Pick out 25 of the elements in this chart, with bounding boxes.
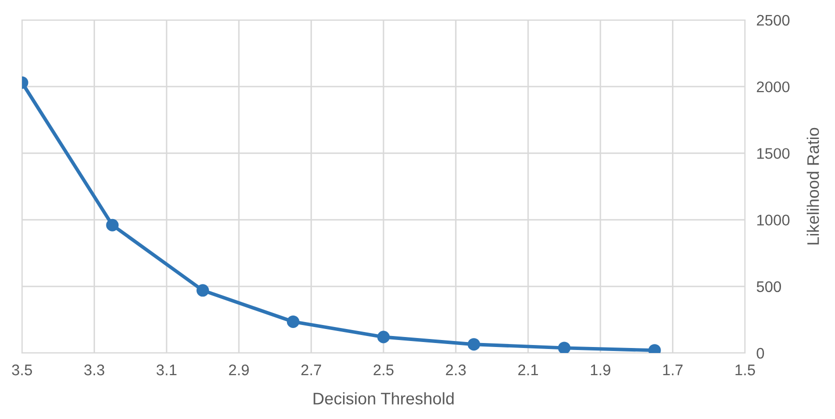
x-tick-label: 2.1 xyxy=(518,364,538,376)
x-tick-label: 2.9 xyxy=(229,364,249,376)
y-tick-label: 0 xyxy=(756,348,764,359)
x-tick-label: 3.5 xyxy=(12,364,32,376)
point xyxy=(377,330,390,344)
x-tick-label: 1.9 xyxy=(590,364,610,376)
y-tick-label: 2000 xyxy=(756,81,790,92)
point xyxy=(286,315,300,328)
x-tick-label: 1.7 xyxy=(663,364,683,376)
x-tick-label: 3.1 xyxy=(156,364,176,376)
x-tick-label: 2.3 xyxy=(446,364,466,376)
y-tick-label: 500 xyxy=(756,281,782,292)
x-tick-label: 2.7 xyxy=(301,364,322,376)
y-axis-title: Likelihood Ratio xyxy=(806,128,820,244)
y-tick-label: 1000 xyxy=(757,214,790,226)
x-tick-label: 3.3 xyxy=(84,364,104,376)
point xyxy=(196,284,209,297)
point xyxy=(558,342,570,353)
point xyxy=(106,218,119,232)
y-tick-label: 1500 xyxy=(757,148,790,159)
point xyxy=(468,338,480,351)
y-tick-label: 2500 xyxy=(756,14,790,26)
x-tick-label: 1.5 xyxy=(736,364,755,376)
x-tick-label: 2.5 xyxy=(374,364,394,376)
x-axis-title: Decision Threshold xyxy=(314,392,454,404)
